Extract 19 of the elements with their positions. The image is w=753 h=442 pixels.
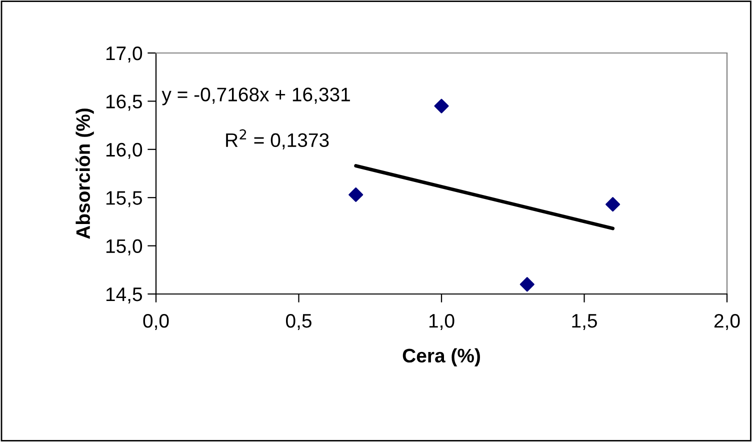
y-tick-label: 15,5 (106, 191, 142, 208)
y-tick-label: 17,0 (106, 46, 142, 63)
annotation: y = -0,7168x + 16,331 (162, 88, 350, 106)
x-tick-label: 1,0 (429, 314, 454, 330)
y-axis-title: Absorción (%) (76, 108, 94, 239)
x-tick-label: 0,0 (143, 314, 169, 330)
point (520, 277, 534, 292)
x-axis-title: Cera (%) (402, 348, 480, 366)
point (434, 98, 449, 114)
x-tick-label: 1,5 (572, 314, 597, 330)
annotation: R$^{2}$ = 0,1373 (226, 129, 329, 150)
y-tick-label: 14,5 (106, 288, 142, 304)
x-tick-label: 2,0 (714, 314, 740, 330)
point (606, 197, 620, 212)
y-tick-label: 15,0 (106, 239, 142, 256)
y-tick-label: 16,5 (106, 94, 142, 111)
point (348, 187, 364, 202)
x-tick-label: 0,5 (286, 314, 312, 330)
y-tick-label: 16,0 (106, 142, 142, 159)
